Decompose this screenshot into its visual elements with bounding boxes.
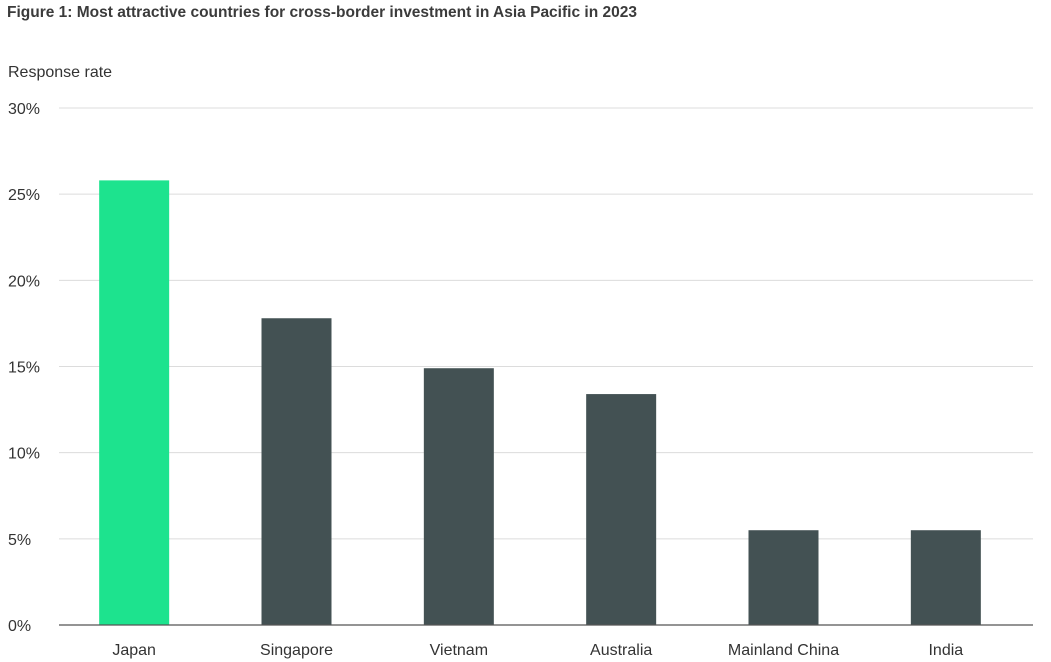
gridlines bbox=[59, 107, 1033, 540]
y-tick-label: 10% bbox=[8, 446, 40, 463]
bar-australia bbox=[586, 394, 657, 625]
x-tick-label: Japan bbox=[112, 642, 156, 659]
x-tick-labels: Japan Singapore Vietnam Australia Mainland C… bbox=[112, 642, 963, 659]
y-tick-label: 0% bbox=[8, 618, 31, 635]
x-tick-label: Singapore bbox=[260, 642, 333, 659]
bar-india bbox=[910, 530, 981, 625]
y-tick-label: 20% bbox=[8, 273, 40, 290]
x-tick-label: Mainland China bbox=[728, 642, 839, 659]
y-tick-label: 25% bbox=[8, 187, 40, 204]
y-axis-label: Response rate bbox=[8, 64, 113, 81]
bar-japan bbox=[99, 180, 170, 625]
y-tick-label: 5% bbox=[8, 532, 31, 549]
bar-singapore bbox=[261, 318, 332, 625]
bar-mainland-china bbox=[748, 530, 819, 625]
y-tick-label: 15% bbox=[8, 360, 40, 377]
y-tick-labels: 0% 5% 10% 15% 20% 25% 30% bbox=[8, 101, 40, 635]
chart-title: Figure 1: Most attractive countries for … bbox=[7, 4, 637, 21]
x-tick-label: Australia bbox=[590, 642, 652, 659]
x-tick-label: India bbox=[928, 642, 963, 659]
y-tick-label: 30% bbox=[8, 101, 40, 118]
bar-vietnam bbox=[423, 368, 494, 625]
bars bbox=[99, 180, 981, 625]
x-tick-label: Vietnam bbox=[430, 642, 488, 659]
